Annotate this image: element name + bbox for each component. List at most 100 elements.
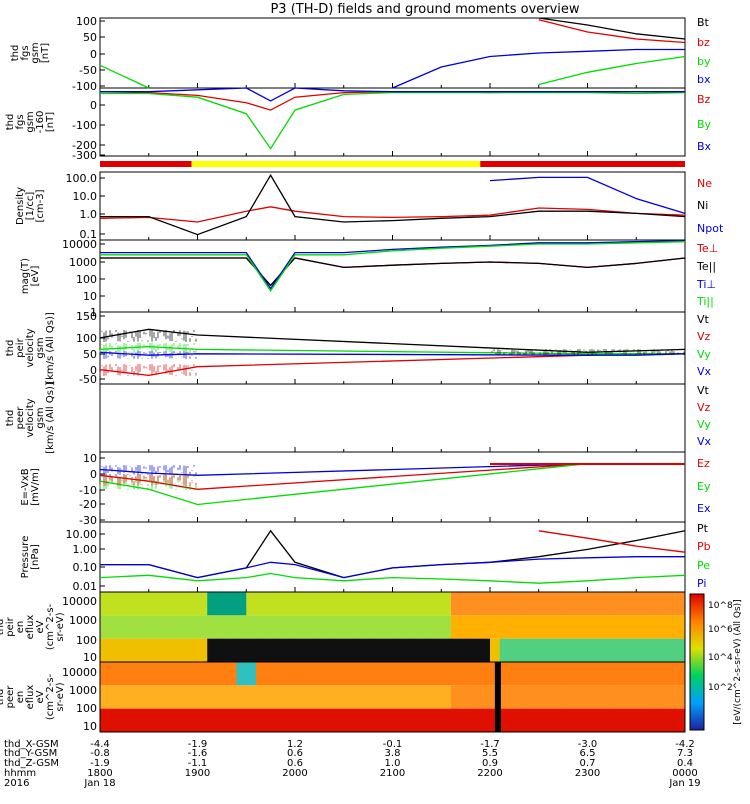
spec-cell [353, 592, 364, 616]
spec-cell [129, 685, 140, 709]
spec-cell [480, 662, 491, 686]
legend-te||: Te|| [696, 260, 716, 273]
xaxis-row-label: thd_X-GSM [4, 739, 59, 750]
spec-cell [226, 638, 237, 662]
series-bz-line [99, 91, 685, 111]
spec-cell [636, 592, 647, 616]
tick-label: 100 [76, 634, 97, 647]
spec-cell [675, 592, 686, 616]
spec-cell [236, 592, 247, 616]
spec-cell [548, 638, 559, 662]
ylabel-line: [nT] [45, 112, 56, 132]
spec-cell [236, 708, 247, 732]
spec-cell [295, 592, 306, 616]
tick-label: 100 [76, 273, 97, 286]
xaxis-value: 0000 [672, 768, 697, 779]
spec-cell [538, 615, 549, 639]
legend-pb: Pb [697, 540, 711, 553]
spec-cell [675, 638, 686, 662]
ion-spectrogram-image [100, 592, 686, 662]
spec-cell [665, 708, 676, 732]
spec-cell [675, 708, 686, 732]
colorbar-label-text: [eV/(cm^2-s-sr-eV) (All Qs)] [733, 599, 743, 724]
spec-cell [304, 638, 315, 662]
spec-cell [363, 685, 374, 709]
ylabel-line: eV [35, 690, 46, 703]
spec-cell [529, 638, 540, 662]
colorbar-tick-label: 10^8 [708, 601, 733, 611]
spec-cell [441, 592, 452, 616]
spec-cell [480, 592, 491, 616]
ylabel-pressure: Pressure [nPa] [20, 536, 41, 579]
spec-cell [519, 685, 530, 709]
tick-label: 100 [76, 332, 97, 345]
spec-cell [558, 615, 569, 639]
spec-cell [402, 685, 413, 709]
colorbar-tick-label: 10^4 [708, 653, 733, 663]
spec-cell [655, 662, 666, 686]
xaxis-value: 0.9 [482, 758, 498, 769]
spec-cell [499, 615, 510, 639]
spec-cell [402, 592, 413, 616]
xaxis-value: 2100 [380, 768, 405, 779]
ylabel-line: [cm-3] [35, 189, 46, 222]
spec-cell [636, 662, 647, 686]
series-vt-line [99, 328, 686, 353]
tick-label: 10 [83, 452, 97, 465]
spec-cell [597, 615, 608, 639]
spec-cell [353, 615, 364, 639]
xaxis-value: -0.1 [383, 739, 403, 750]
spec-cell [256, 638, 267, 662]
electron-spectrogram-image [100, 662, 686, 732]
spec-cell [109, 708, 120, 732]
spec-cell [324, 708, 335, 732]
series-npot-line [489, 176, 686, 215]
spec-cell [314, 592, 325, 616]
spec-cell [392, 685, 403, 709]
spec-cell [158, 638, 169, 662]
spec-cell [207, 638, 218, 662]
ylabel-line: [1/cc] [25, 192, 36, 221]
ylabel-line: peer [15, 406, 26, 430]
xaxis-value: -1.6 [188, 748, 208, 759]
ylabel-line: gsm [30, 42, 41, 63]
spec-cell [295, 685, 306, 709]
spec-cell [343, 708, 354, 732]
spec-cell [421, 638, 432, 662]
spec-cell [295, 708, 306, 732]
ion-vx-band [99, 351, 197, 359]
series-pt-line [100, 529, 686, 579]
legend-npot: Npot [697, 222, 724, 235]
legend-bx: Bx [697, 140, 712, 153]
colorbar-tick-label: 10^2 [708, 683, 733, 693]
spec-cell [490, 638, 501, 662]
spec-cell [470, 685, 481, 709]
spec-cell [597, 685, 608, 709]
spec-cell [509, 685, 520, 709]
spec-cell [275, 615, 286, 639]
spec-cell [285, 662, 296, 686]
xaxis-value: 1.0 [385, 758, 401, 769]
spec-cell [568, 662, 579, 686]
spec-cell [285, 638, 296, 662]
spec-cell [236, 662, 247, 686]
xaxis-value: 1900 [185, 768, 210, 779]
spec-cell [129, 615, 140, 639]
spec-cell [402, 708, 413, 732]
series-by-line [100, 91, 686, 150]
spec-cell [441, 708, 452, 732]
ylabel-density: Density [1/cc] [cm-3] [15, 187, 46, 225]
tick-label: -100 [72, 80, 97, 93]
legend-bz: Bz [697, 93, 711, 106]
spec-cell [178, 638, 189, 662]
spec-cell [655, 638, 666, 662]
spec-cell [178, 592, 189, 616]
spec-cell [431, 662, 442, 686]
spec-cell [148, 592, 159, 616]
spec-cell [343, 685, 354, 709]
spec-cell [168, 638, 179, 662]
tick-label: 10000 [62, 238, 97, 251]
ylabel-line: Density [15, 187, 26, 225]
legend-ne: Ne [697, 177, 712, 190]
tick-label: 0.10 [73, 561, 98, 574]
